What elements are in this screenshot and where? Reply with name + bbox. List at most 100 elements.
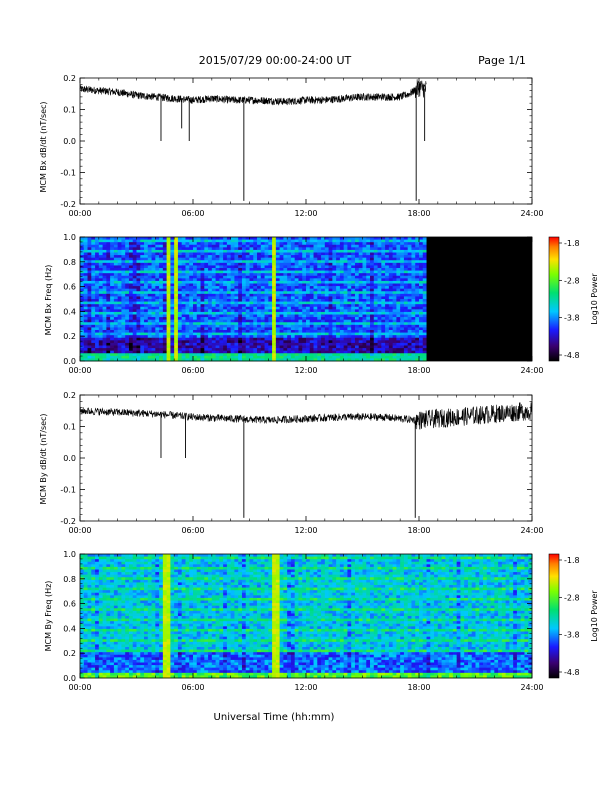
spectrogram-cell — [117, 278, 122, 282]
spectrogram-cell — [275, 350, 281, 354]
spectrogram-cell — [332, 247, 337, 251]
spectrogram-cell — [223, 335, 228, 339]
spectrogram-cell — [204, 255, 209, 259]
spectrogram-cell — [132, 262, 137, 266]
spectrogram-cell — [200, 293, 205, 297]
spectrogram-cell — [351, 286, 356, 290]
spectrogram-cell — [87, 345, 92, 349]
spectrogram-cell — [336, 322, 341, 326]
spectrogram-cell — [321, 244, 326, 248]
spectrogram-cell — [200, 260, 205, 264]
spectrogram-cell — [328, 255, 333, 259]
spectrogram-cell — [272, 288, 277, 292]
spectrogram-cell — [234, 247, 239, 251]
spectrogram-cell — [385, 317, 390, 321]
spectrogram-cell — [268, 348, 273, 352]
spectrogram-cell — [419, 278, 424, 282]
spectrogram-cell — [351, 306, 356, 310]
spectrogram-cell — [245, 270, 250, 274]
spectrogram-cell — [128, 332, 134, 336]
x-tick-label: 00:00 — [68, 366, 91, 375]
spectrogram-cell — [275, 335, 281, 339]
spectrogram-cell — [189, 332, 194, 336]
spectrogram-cell — [121, 273, 126, 277]
spectrogram-cell — [140, 247, 145, 251]
spectrogram-cell — [204, 268, 209, 271]
spectrogram-cell — [302, 293, 307, 297]
spectrogram-cell — [422, 275, 427, 279]
spectrogram-cell — [121, 265, 126, 269]
spectrogram-cell — [181, 280, 186, 284]
spectrogram-cell — [351, 304, 356, 308]
spectrogram-cell — [328, 311, 333, 315]
spectrogram-cell — [238, 242, 243, 246]
spectrogram-cell — [200, 345, 205, 349]
spectrogram-cell — [347, 311, 352, 315]
spectrogram-cell — [302, 301, 307, 305]
spectrogram-cell — [193, 337, 198, 341]
spectrogram-cell — [234, 358, 239, 362]
spectrogram-cell — [343, 342, 348, 346]
spectrogram-cell — [230, 317, 235, 321]
spectrogram-cell — [287, 283, 292, 287]
spectrogram-cell — [125, 348, 130, 352]
spectrogram-cell — [332, 317, 337, 321]
spectrogram-cell — [328, 355, 333, 359]
spectrogram-cell — [317, 353, 322, 357]
spectrogram-cell — [407, 257, 412, 261]
spectrogram-cell — [381, 299, 386, 302]
spectrogram-cell — [275, 262, 281, 266]
spectrogram-cell — [181, 283, 186, 287]
spectrogram-cell — [411, 252, 416, 256]
spectrogram-cell — [91, 283, 96, 287]
spectrogram-cell — [290, 301, 296, 305]
spectrogram-cell — [358, 296, 363, 300]
spectrogram-cell — [95, 574, 100, 578]
spectrogram-cell — [336, 288, 341, 292]
spectrogram-cell — [351, 249, 356, 253]
spectrogram-cell — [411, 306, 416, 310]
spectrogram-cell — [91, 608, 96, 612]
spectrogram-cell — [238, 342, 243, 346]
spectrogram-cell — [87, 242, 92, 246]
spectrogram-cell — [260, 260, 265, 264]
y-tick-label: 0.0 — [63, 454, 76, 463]
spectrogram-cell — [204, 239, 209, 243]
spectrogram-cell — [339, 306, 345, 310]
spectrogram-cell — [407, 270, 412, 274]
spectrogram-cell — [98, 340, 103, 344]
spectrogram-cell — [343, 322, 348, 326]
spectrogram-cell — [113, 340, 119, 344]
spectrogram-cell — [381, 301, 386, 305]
spectrogram-cell — [95, 605, 100, 609]
spectrogram-cell — [87, 603, 92, 607]
spectrogram-cell — [268, 309, 273, 313]
spectrogram-cell — [174, 332, 179, 336]
spectrogram-cell — [80, 634, 85, 638]
spectrogram-cell — [358, 286, 363, 290]
spectrogram-cell — [377, 239, 382, 243]
spectrogram-cell — [230, 299, 235, 302]
spectrogram-cell — [80, 662, 85, 666]
spectrogram-cell — [189, 249, 194, 253]
spectrogram-cell — [132, 270, 137, 274]
spectrogram-cell — [110, 265, 115, 269]
spectrogram-cell — [132, 247, 137, 251]
spectrogram-cell — [317, 358, 322, 362]
spectrogram-cell — [223, 242, 228, 246]
spectrogram-cell — [91, 556, 96, 560]
spectrogram-cell — [370, 358, 375, 362]
spectrogram-cell — [128, 260, 134, 264]
spectrogram-cell — [298, 278, 303, 282]
spectrogram-cell — [215, 358, 220, 362]
spectrogram-cell — [283, 311, 288, 315]
spectrogram-cell — [144, 322, 149, 326]
spectrogram-cell — [392, 314, 397, 318]
spectrogram-cell — [388, 286, 394, 290]
spectrogram-cell — [95, 311, 100, 315]
spectrogram-cell — [87, 649, 92, 653]
spectrogram-cell — [377, 244, 382, 248]
spectrogram-cell — [366, 247, 371, 251]
spectrogram-cell — [170, 260, 175, 264]
spectrogram-cell — [91, 634, 96, 638]
